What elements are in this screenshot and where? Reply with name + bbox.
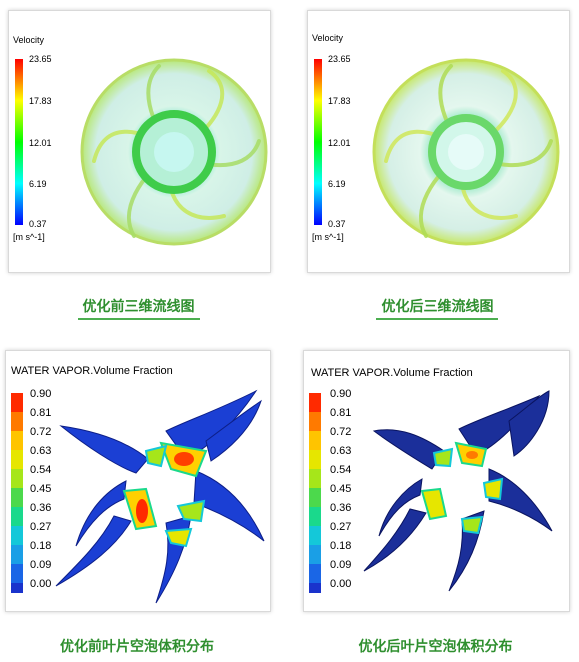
velocity-colorbar [15,59,23,225]
velocity-panel-before: Velocity 23.65 17.83 12.01 6.19 0.37 [m … [8,10,271,273]
velocity-colorbar [314,59,322,225]
vapor-tick-4: 0.54 [30,464,52,476]
caption-streamline-before: 优化前三维流线图 [82,299,195,315]
velocity-tick-3: 6.19 [29,179,47,189]
vapor-plot-after [309,390,553,593]
cavity-regions [122,441,208,548]
velocity-tick-2: 12.01 [29,138,52,148]
vapor-legend-title: WATER VAPOR.Volume Fraction [311,367,473,379]
hub-core [448,134,484,170]
velocity-panel-after: Velocity 23.65 17.83 12.01 6.19 0.37 [m … [307,10,570,273]
vapor-tick-3: 0.63 [330,445,352,457]
velocity-unit: [m s^-1] [312,232,344,242]
velocity-tick-0: 23.65 [29,54,52,64]
impeller-blades [363,390,553,592]
velocity-streamline-plot-before [15,58,268,246]
vapor-plot-before [11,389,265,604]
vapor-tick-1: 0.81 [30,407,52,419]
caption-underline [78,318,200,320]
impeller-blades [55,389,265,604]
caption-vapor-before: 优化前叶片空泡体积分布 [60,639,214,655]
velocity-tick-4: 0.37 [29,219,47,229]
vapor-panel-before: WATER VAPOR.Volume Fraction 0.90 0.81 0.… [5,350,271,612]
vapor-tick-5: 0.45 [330,483,352,495]
vapor-tick-3: 0.63 [30,445,52,457]
cavity-regions [420,441,504,535]
vapor-tick-1: 0.81 [330,407,352,419]
velocity-streamline-plot-after [314,58,560,246]
caption-streamline-after: 优化后三维流线图 [381,299,494,315]
vapor-tick-10: 0.00 [30,578,52,590]
caption-underline [376,318,498,320]
vapor-tick-7: 0.27 [30,521,52,533]
velocity-tick-0: 23.65 [328,54,351,64]
velocity-tick-2: 12.01 [328,138,351,148]
vapor-tick-9: 0.09 [30,559,52,571]
vapor-tick-0: 0.90 [30,388,52,400]
velocity-legend-title: Velocity [312,33,344,43]
vapor-colorbar [11,393,23,593]
velocity-tick-1: 17.83 [328,96,351,106]
vapor-tick-9: 0.09 [330,559,352,571]
vapor-tick-6: 0.36 [330,502,352,514]
vapor-tick-2: 0.72 [330,426,352,438]
velocity-unit: [m s^-1] [13,232,45,242]
vapor-legend-title: WATER VAPOR.Volume Fraction [11,365,173,377]
vapor-colorbar [309,393,321,593]
velocity-tick-1: 17.83 [29,96,52,106]
vapor-tick-7: 0.27 [330,521,352,533]
vapor-tick-0: 0.90 [330,388,352,400]
vapor-tick-10: 0.00 [330,578,352,590]
vapor-tick-4: 0.54 [330,464,352,476]
vapor-tick-5: 0.45 [30,483,52,495]
vapor-panel-after: WATER VAPOR.Volume Fraction 0.90 0.81 0.… [303,350,570,612]
vapor-tick-6: 0.36 [30,502,52,514]
velocity-tick-3: 6.19 [328,179,346,189]
caption-vapor-after: 优化后叶片空泡体积分布 [358,639,513,655]
vapor-tick-8: 0.18 [30,540,52,552]
vapor-tick-8: 0.18 [330,540,352,552]
velocity-legend-title: Velocity [13,35,45,45]
vapor-tick-2: 0.72 [30,426,52,438]
hub-core [154,132,194,172]
velocity-tick-4: 0.37 [328,219,346,229]
